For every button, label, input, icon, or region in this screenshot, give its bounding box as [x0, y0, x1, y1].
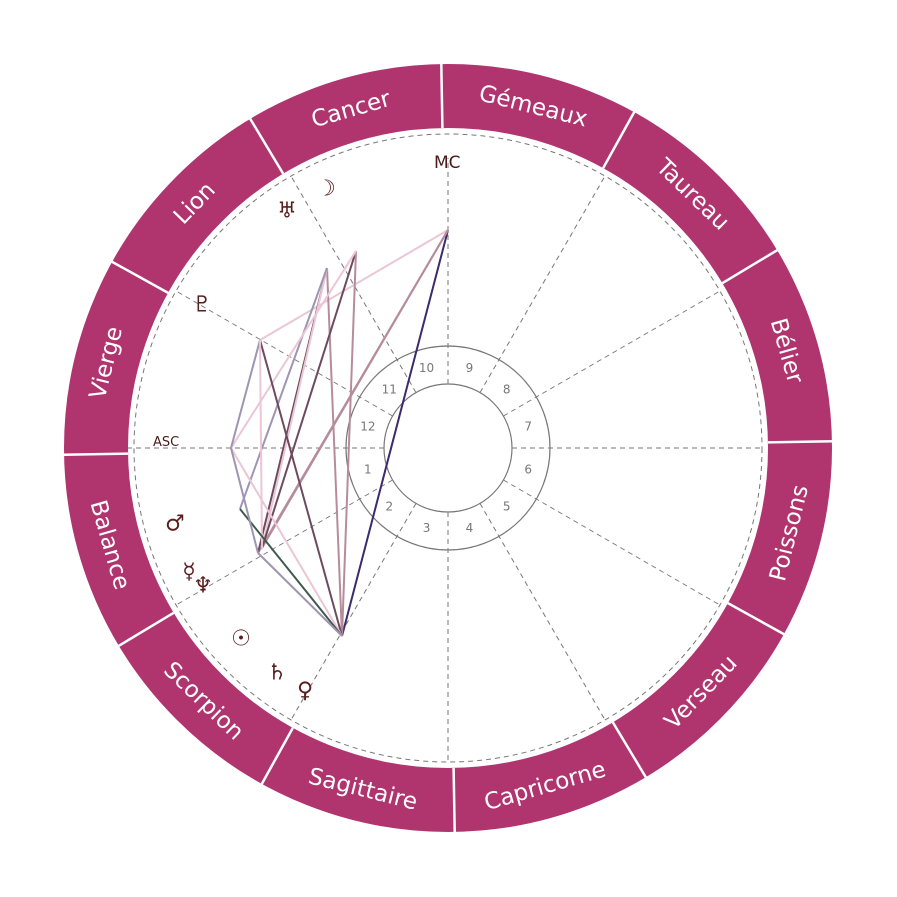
house-number-6: 6	[524, 462, 532, 476]
aspect-line	[341, 250, 357, 637]
venus-icon[interactable]: ♀	[297, 679, 313, 704]
house-cusp-line	[175, 479, 393, 606]
sign-divider	[63, 452, 129, 456]
aspect-line	[230, 447, 343, 637]
sign-divider	[452, 767, 456, 833]
sign-divider	[721, 248, 779, 285]
aspect-line	[261, 267, 328, 549]
house-cusp-line	[479, 503, 606, 721]
house-cusp-line	[290, 503, 417, 721]
aspect-line	[326, 267, 343, 637]
pluto-icon[interactable]: ♇	[192, 293, 212, 318]
house-cusp-line	[290, 175, 417, 393]
aspect-line	[259, 339, 343, 637]
sign-divider	[767, 440, 833, 444]
house-number-3: 3	[423, 521, 431, 535]
house-number-8: 8	[503, 382, 511, 396]
house-number-1: 1	[364, 462, 372, 476]
sign-divider	[110, 260, 169, 294]
house-number-9: 9	[466, 361, 474, 375]
house-cusp-line	[503, 479, 721, 606]
mercury-icon[interactable]: ☿	[182, 560, 196, 585]
moon-icon[interactable]: ☽	[316, 177, 336, 202]
sign-divider	[248, 117, 285, 175]
aspect-line	[259, 339, 263, 549]
asc-label: ASC	[153, 435, 179, 450]
sun-icon[interactable]: ☉	[231, 627, 251, 652]
outer-dashed-circle	[133, 133, 763, 763]
sign-divider	[602, 110, 636, 169]
aspect-line	[230, 250, 357, 449]
aspect-line	[257, 552, 343, 637]
aspect-line	[341, 229, 449, 637]
sign-divider	[727, 602, 786, 636]
house-number-11: 11	[382, 382, 397, 396]
house-number-7: 7	[524, 420, 532, 434]
saturn-icon[interactable]: ♄	[267, 661, 287, 686]
house-number-2: 2	[385, 500, 393, 514]
house-cusp-lines	[128, 158, 762, 762]
house-cusp-line	[175, 290, 393, 417]
aspect-line	[230, 339, 261, 449]
aspect-lines	[230, 229, 449, 637]
mc-label: MC	[434, 153, 461, 173]
neptune-icon[interactable]: ♆	[193, 574, 213, 599]
house-number-5: 5	[503, 500, 511, 514]
sign-divider	[117, 611, 175, 648]
house-number-10: 10	[419, 361, 434, 375]
uranus-icon[interactable]: ♅	[277, 199, 297, 224]
house-ring-inner	[383, 383, 513, 513]
aspect-line	[261, 250, 357, 549]
house-number-4: 4	[466, 521, 474, 535]
sign-divider	[611, 721, 648, 779]
sign-divider	[260, 727, 294, 786]
aspect-line	[230, 447, 259, 554]
aspect-line	[239, 508, 343, 637]
mars-icon[interactable]: ♂	[165, 512, 185, 537]
house-cusp-line	[503, 290, 721, 417]
house-number-12: 12	[360, 420, 375, 434]
house-ring-outer	[345, 345, 551, 551]
house-cusp-line	[479, 175, 606, 393]
aspect-line	[261, 229, 449, 549]
sign-ring-band	[64, 64, 832, 832]
aspect-line	[239, 267, 328, 510]
sign-divider	[440, 63, 444, 129]
planet-glyphs: ☽ ♅ ♇ ♂ ☿♆ ☉ ♄ ♀	[165, 177, 336, 704]
